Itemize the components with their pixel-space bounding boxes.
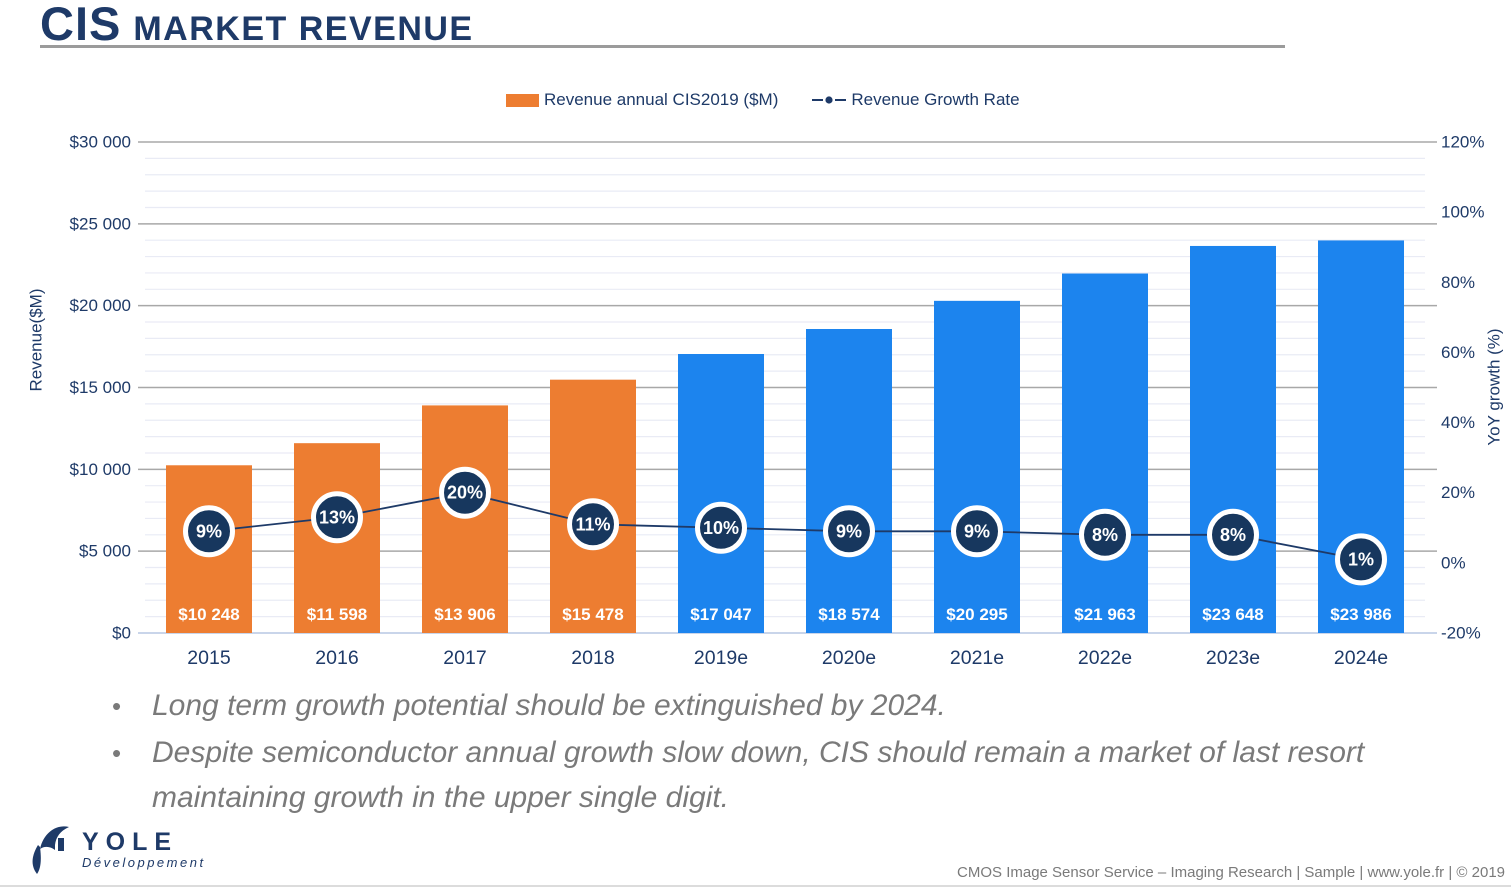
growth-marker-2022e — [1079, 508, 1131, 561]
right-axis-tick-label: 40% — [1441, 413, 1475, 432]
bar-2019e — [678, 353, 764, 633]
bar-value-label-2017: $13 906 — [434, 605, 495, 624]
yole-logo-text: YOLE Développement — [82, 829, 206, 870]
left-axis-tick-label: $5 000 — [79, 542, 131, 561]
x-axis-label-2024e: 2024e — [1334, 647, 1388, 669]
x-axis-label-2016: 2016 — [315, 647, 358, 669]
x-axis-label-2020e: 2020e — [822, 647, 876, 669]
growth-marker-label-2020e: 9% — [836, 521, 862, 541]
legend-revenue-label: Revenue annual CIS2019 ($M) — [544, 90, 779, 109]
yole-logo: YOLE Développement — [28, 823, 206, 875]
page-title-rest: MARKET REVENUE — [133, 10, 474, 48]
title-underline — [40, 45, 1285, 48]
chart-legend: Revenue annual CIS2019 ($M) Revenue Grow… — [506, 90, 1020, 110]
left-axis-title: Revenue($M) — [27, 289, 46, 392]
bar-value-label-2023e: $23 648 — [1202, 605, 1263, 624]
x-axis-label-2017: 2017 — [443, 647, 486, 669]
bullet-text: Long term growth potential should be ext… — [152, 689, 946, 722]
left-axis-tick-label: $0 — [112, 624, 131, 643]
commentary-bullets: Long term growth potential should be ext… — [110, 683, 1380, 822]
left-axis-tick-label: $10 000 — [70, 460, 131, 479]
right-axis-tick-label: 100% — [1441, 203, 1484, 222]
footer-credit: CMOS Image Sensor Service – Imaging Rese… — [957, 864, 1505, 881]
bar-2017 — [422, 405, 508, 633]
growth-marker-label-2017: 20% — [447, 483, 483, 503]
growth-marker-label-2021e: 9% — [964, 521, 990, 541]
yole-logo-swoosh-icon — [32, 826, 69, 874]
growth-marker-2021e — [951, 505, 1003, 558]
bullet-item: Despite semiconductor annual growth slow… — [110, 730, 1380, 820]
bar-value-label-2015: $10 248 — [178, 605, 239, 624]
right-axis-title: YoY growth (%) — [1485, 328, 1504, 445]
growth-marker-2015 — [183, 505, 235, 558]
growth-marker-label-2022e: 8% — [1092, 525, 1118, 545]
right-axis-tick-label: 120% — [1441, 133, 1484, 152]
page-title-main: CIS — [40, 0, 122, 50]
bar-value-label-2016: $11 598 — [307, 605, 368, 624]
legend-item-growth: Revenue Growth Rate — [812, 90, 1020, 110]
yole-logo-subtitle: Développement — [82, 855, 206, 870]
growth-marker-label-2024e: 1% — [1348, 549, 1374, 569]
bar-value-label-2021e: $20 295 — [946, 605, 1007, 624]
x-axis-label-2021e: 2021e — [950, 647, 1004, 669]
x-axis-label-2018: 2018 — [571, 647, 614, 669]
growth-marker-2023e — [1207, 508, 1259, 561]
growth-marker-2016 — [311, 491, 363, 544]
growth-marker-label-2016: 13% — [319, 507, 355, 527]
growth-marker-label-2023e: 8% — [1220, 525, 1246, 545]
bar-2020e — [806, 329, 892, 633]
bar-value-label-2024e: $23 986 — [1330, 605, 1391, 624]
growth-marker-label-2018: 11% — [575, 514, 610, 534]
growth-marker-label-2015: 9% — [196, 521, 222, 541]
right-axis-tick-label: 20% — [1441, 483, 1475, 502]
growth-marker-2017 — [439, 466, 491, 519]
x-axis-label-2015: 2015 — [187, 647, 231, 669]
bar-2022e — [1062, 273, 1148, 633]
bar-value-label-2020e: $18 574 — [818, 605, 880, 624]
bullet-text: Despite semiconductor annual growth slow… — [152, 736, 1365, 814]
growth-marker-label-2019e: 10% — [703, 518, 739, 538]
left-axis-tick-label: $15 000 — [70, 378, 131, 397]
growth-marker-2020e — [823, 505, 875, 558]
right-axis-tick-label: 60% — [1441, 343, 1475, 362]
bar-value-label-2018: $15 478 — [562, 605, 623, 624]
right-axis-tick-label: -20% — [1441, 624, 1481, 643]
legend-growth-marker-icon — [812, 96, 847, 104]
bar-2023e — [1190, 245, 1276, 633]
left-axis-tick-label: $20 000 — [70, 296, 131, 315]
x-axis-label-2023e: 2023e — [1206, 647, 1260, 669]
slide-bottom-edge — [0, 885, 1511, 887]
legend-growth-label: Revenue Growth Rate — [851, 90, 1020, 109]
legend-revenue-swatch-icon — [506, 93, 539, 107]
bar-value-label-2022e: $21 963 — [1074, 605, 1135, 624]
bar-2021e — [934, 300, 1020, 633]
growth-marker-2019e — [695, 501, 747, 554]
right-axis-tick-label: 0% — [1441, 553, 1466, 572]
growth-rate-line — [208, 491, 1362, 561]
right-axis-tick-label: 80% — [1441, 273, 1475, 292]
yole-logo-name: YOLE — [82, 828, 179, 856]
growth-marker-2018 — [567, 498, 619, 551]
growth-marker-2024e — [1335, 533, 1387, 586]
legend-item-revenue: Revenue annual CIS2019 ($M) — [506, 90, 778, 110]
x-axis-label-2019e: 2019e — [694, 647, 748, 669]
page-title: CIS MARKET REVENUE — [40, 0, 474, 53]
x-axis-label-2022e: 2022e — [1078, 647, 1132, 669]
left-axis-tick-label: $25 000 — [70, 214, 131, 233]
revenue-growth-chart: $0 $5 000 $10 000 $15 000 $20 000 $25 000 $30 … — [27, 133, 1504, 670]
bar-value-label-2019e: $17 047 — [690, 605, 751, 624]
left-axis-tick-label: $30 000 — [70, 133, 131, 152]
bullet-item: Long term growth potential should be ext… — [110, 683, 1380, 729]
